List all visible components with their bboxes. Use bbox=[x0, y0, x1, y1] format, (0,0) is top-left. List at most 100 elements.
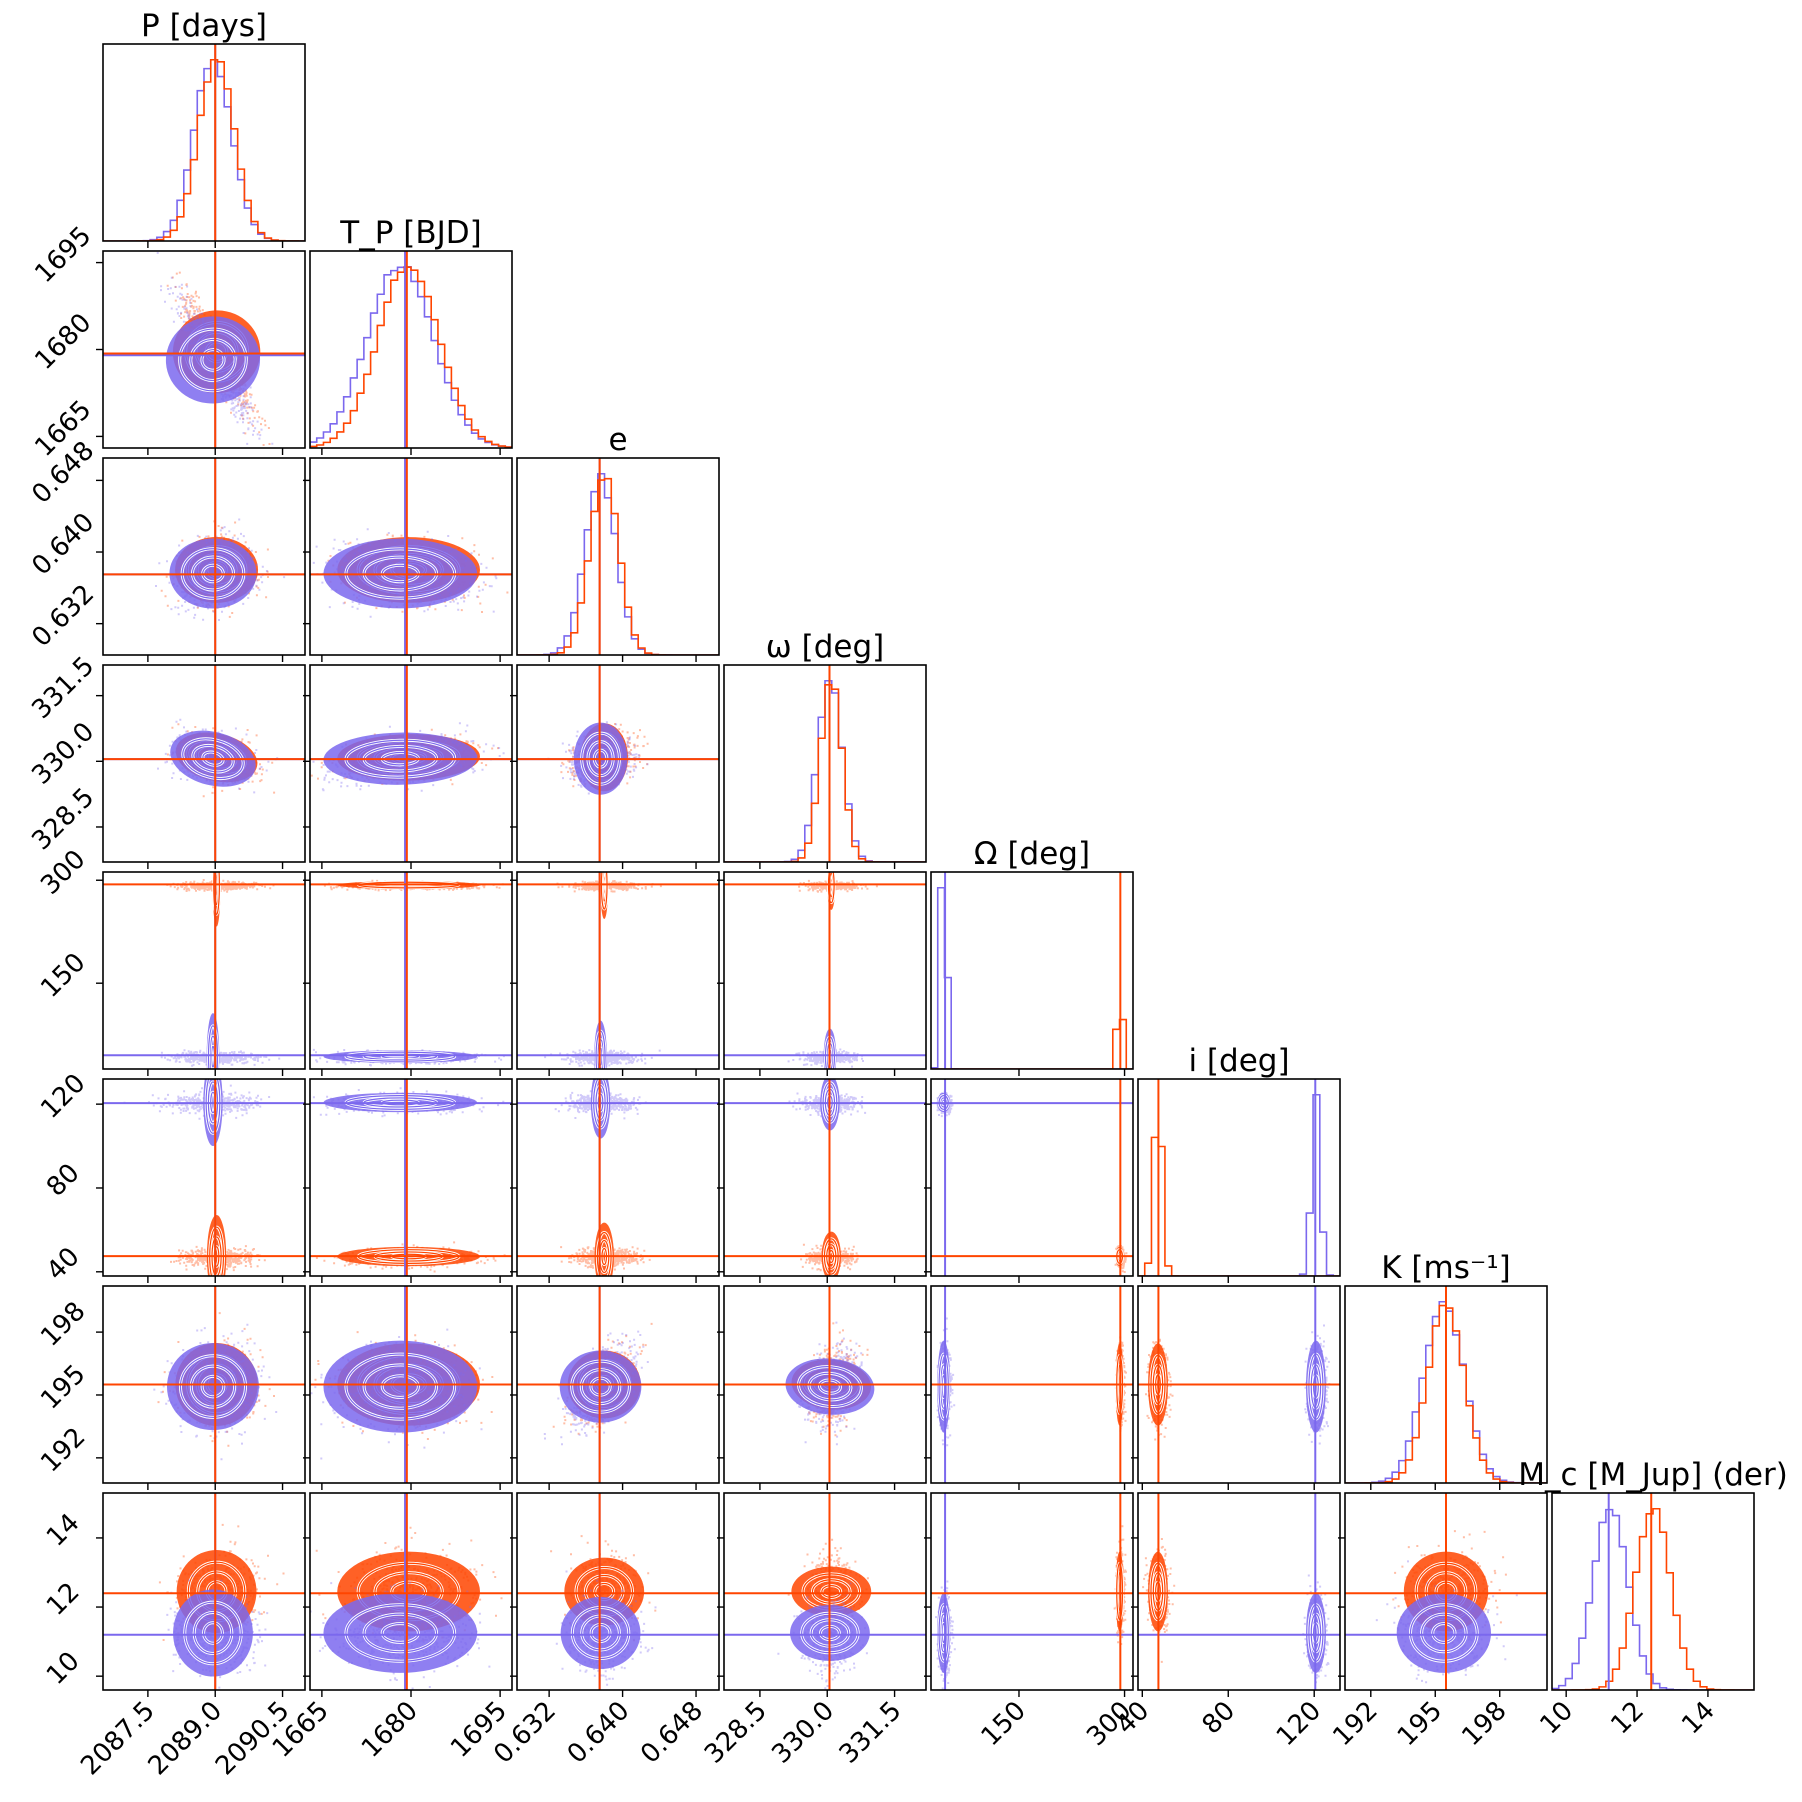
scatter-panel-K-vs-e bbox=[510, 1285, 720, 1490]
x-tick-label: 1680 bbox=[356, 1696, 424, 1764]
panel-frame bbox=[102, 43, 306, 242]
histogram-series-1 bbox=[310, 266, 512, 448]
density-contour-edge bbox=[938, 1604, 949, 1662]
histogram-series-0 bbox=[931, 886, 1133, 1069]
density-contour-edge bbox=[940, 1613, 948, 1653]
histogram-panel-Omega bbox=[930, 871, 1134, 1076]
panel-frame bbox=[723, 1078, 927, 1277]
y-tick-label: 1695 bbox=[29, 221, 97, 289]
scatter-panel-i-vs-Tp bbox=[303, 1078, 513, 1283]
y-tick-label: 330.0 bbox=[26, 717, 100, 791]
x-tick-label: 150 bbox=[976, 1696, 1032, 1752]
panel-frame bbox=[102, 664, 306, 863]
density-contour-edge bbox=[345, 1051, 456, 1062]
scatter-panel-K-vs-i bbox=[1131, 1285, 1341, 1490]
scatter-panel-K-vs-P: 192 195 198 bbox=[35, 1285, 306, 1490]
panel-frame bbox=[309, 871, 513, 1070]
panel-frame bbox=[723, 1492, 927, 1691]
scatter-panel-Omega-vs-Tp bbox=[303, 871, 513, 1076]
panel-title-K: K [ms⁻¹] bbox=[1381, 1250, 1511, 1286]
histogram-panel-K bbox=[1344, 1285, 1548, 1490]
histogram-series-0 bbox=[310, 265, 512, 448]
density-contour-edge bbox=[190, 1365, 236, 1408]
panel-title-Mc: M_c [M_Jup] (der) bbox=[1518, 1457, 1788, 1493]
x-tick-label: 2087.5 bbox=[75, 1696, 161, 1782]
density-contour-edge bbox=[363, 1613, 438, 1653]
x-tick-label: 331.5 bbox=[834, 1696, 908, 1770]
density-contour-edge bbox=[1421, 1613, 1467, 1653]
scatter-panel-i-vs-e bbox=[510, 1078, 720, 1283]
density-contour-edge bbox=[179, 1355, 247, 1418]
scatter-panel-e-vs-Tp bbox=[303, 457, 513, 662]
scatter-panel-Mc-vs-K: 192 195 198 bbox=[1327, 1492, 1548, 1752]
panel-frame bbox=[1137, 1078, 1341, 1277]
panel-title-i: i [deg] bbox=[1188, 1043, 1289, 1079]
histogram-series-0 bbox=[1138, 1093, 1340, 1276]
y-tick-label: 12 bbox=[41, 1577, 86, 1622]
panel-frame bbox=[516, 871, 720, 1070]
density-contour-edge bbox=[811, 1579, 851, 1604]
scatter-points-series-0 bbox=[156, 251, 274, 445]
panel-frame bbox=[102, 457, 306, 656]
density-contour-edge bbox=[345, 1353, 456, 1420]
histogram-panel-i bbox=[1137, 1078, 1341, 1283]
scatter-panel-Mc-vs-Omega: 150 300 bbox=[924, 1492, 1138, 1752]
y-tick-label: 198 bbox=[35, 1296, 91, 1352]
scatter-panel-Omega-vs-omega bbox=[717, 871, 927, 1076]
panel-frame bbox=[723, 1285, 927, 1484]
density-contour-edge bbox=[207, 1025, 219, 1069]
panel-frame bbox=[723, 664, 927, 863]
density-contour-edge bbox=[201, 349, 225, 371]
density-contour-edge bbox=[821, 1585, 842, 1598]
x-tick-label: 328.5 bbox=[699, 1696, 773, 1770]
panel-frame bbox=[516, 1492, 720, 1691]
panel-frame bbox=[516, 457, 720, 656]
panel-frame bbox=[102, 1078, 306, 1277]
density-contour-edge bbox=[345, 1604, 456, 1662]
x-tick-label: 330.0 bbox=[766, 1696, 840, 1770]
x-tick-label: 120 bbox=[1271, 1696, 1327, 1752]
histogram-series-0 bbox=[517, 472, 719, 655]
density-contour-edge bbox=[193, 1611, 233, 1655]
y-tick-label: 195 bbox=[35, 1359, 91, 1415]
scatter-panel-Mc-vs-Tp: 1665 1680 1695 bbox=[267, 1492, 513, 1764]
density-contour-edge bbox=[940, 1364, 948, 1409]
y-tick-label: 80 bbox=[41, 1158, 86, 1203]
panel-frame bbox=[1137, 1285, 1341, 1484]
panel-frame bbox=[516, 664, 720, 863]
scatter-points-series-0 bbox=[160, 1049, 281, 1067]
histogram-panel-e bbox=[516, 457, 720, 662]
histogram-series-0 bbox=[1552, 1508, 1754, 1690]
panel-frame bbox=[516, 1285, 720, 1484]
scatter-points-series-1 bbox=[798, 879, 878, 893]
x-tick-label: 80 bbox=[1197, 1696, 1242, 1741]
scatter-panel-Omega-vs-e bbox=[510, 871, 720, 1076]
panel-frame bbox=[723, 871, 927, 1070]
density-contour-edge bbox=[363, 1364, 438, 1409]
density-contour-edge bbox=[202, 1622, 223, 1644]
scatter-panel-i-vs-Omega bbox=[924, 1078, 1134, 1283]
panel-frame bbox=[1344, 1285, 1548, 1484]
scatter-panel-omega-vs-e bbox=[510, 664, 720, 869]
histogram-panel-omega bbox=[723, 664, 927, 869]
panel-frame bbox=[516, 1078, 720, 1277]
x-tick-label: 195 bbox=[1392, 1696, 1448, 1752]
x-tick-label: 198 bbox=[1456, 1696, 1512, 1752]
x-tick-label: 0.640 bbox=[562, 1696, 636, 1770]
histogram-panel-P bbox=[102, 43, 306, 248]
y-tick-label: 328.5 bbox=[26, 782, 100, 856]
density-contour-edge bbox=[1409, 1604, 1478, 1662]
y-tick-label: 150 bbox=[35, 947, 91, 1003]
panel-frame bbox=[930, 1285, 1134, 1484]
histogram-series-1 bbox=[103, 58, 305, 241]
density-contour-edge bbox=[938, 1353, 949, 1420]
y-tick-label: 40 bbox=[41, 1242, 86, 1287]
panel-frame bbox=[930, 871, 1134, 1070]
x-tick-label: 0.648 bbox=[635, 1696, 709, 1770]
scatter-panel-K-vs-Tp bbox=[303, 1285, 513, 1490]
